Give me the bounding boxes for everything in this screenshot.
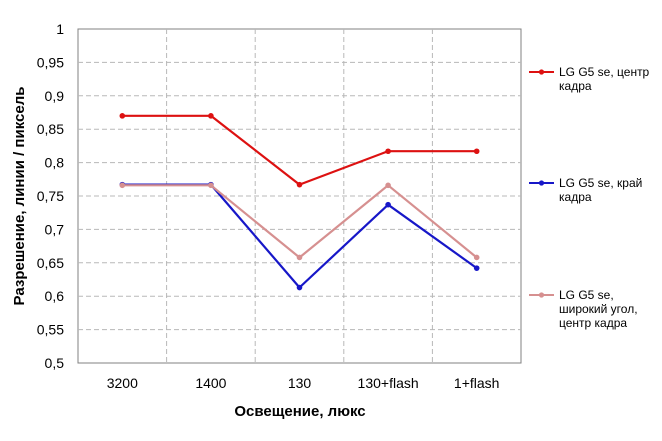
data-point	[385, 148, 391, 155]
legend-marker	[538, 180, 545, 186]
y-tick-label: 0,8	[45, 155, 65, 171]
data-point	[119, 113, 126, 119]
y-tick-label: 0,5	[45, 355, 65, 371]
series-1	[119, 113, 480, 188]
legend-item: LG G5 se,широкий угол,центр кадра	[529, 288, 638, 330]
legend-label: LG G5 se, край	[559, 176, 642, 190]
data-point	[208, 182, 214, 189]
y-axis-title: Разрешение, линии / пиксель	[11, 87, 28, 306]
x-tick-labels: 3200 1400 130 130+flash 1+flash	[107, 375, 500, 391]
data-point	[385, 201, 391, 208]
y-tick-label: 0,85	[37, 121, 64, 137]
y-tick-label: 1	[56, 21, 64, 37]
data-point	[385, 182, 391, 189]
legend-marker	[538, 292, 545, 298]
y-tick-label: 0,75	[37, 188, 64, 204]
y-tick-label: 0,55	[37, 322, 64, 338]
y-tick-labels: 0,5 0,55 0,6 0,65 0,7 0,75 0,8 0,85 0,9 0,95 1	[37, 21, 64, 371]
y-tick-label: 0,9	[45, 88, 65, 104]
series-lines	[119, 113, 480, 291]
x-tick-label: 3200	[107, 375, 138, 391]
legend-marker	[538, 69, 545, 75]
y-tick-label: 0,7	[45, 221, 65, 237]
x-tick-label: 130	[288, 375, 312, 391]
legend-label: центр кадра	[559, 316, 627, 330]
x-tick-label: 1+flash	[454, 375, 500, 391]
data-point	[473, 265, 480, 271]
data-point	[296, 284, 303, 291]
y-tick-label: 0,95	[37, 54, 64, 70]
legend-label: LG G5 se,	[559, 288, 614, 302]
legend-label: LG G5 se, центр	[559, 65, 650, 79]
y-tick-label: 0,65	[37, 255, 64, 271]
legend-label: кадра	[559, 190, 592, 204]
data-point	[119, 182, 126, 189]
data-point	[208, 113, 214, 119]
x-tick-label: 130+flash	[358, 375, 419, 391]
x-axis-title: Освещение, люкс	[234, 403, 365, 420]
x-tick-label: 1400	[195, 375, 226, 391]
data-point	[473, 254, 480, 261]
y-tick-label: 0,6	[45, 288, 65, 304]
data-point	[296, 181, 303, 188]
legend-label: широкий угол,	[559, 302, 638, 316]
data-point	[473, 148, 480, 155]
grid-lines	[78, 29, 521, 363]
series-3	[119, 182, 480, 261]
legend-label: кадра	[559, 79, 592, 93]
data-point	[296, 254, 303, 261]
